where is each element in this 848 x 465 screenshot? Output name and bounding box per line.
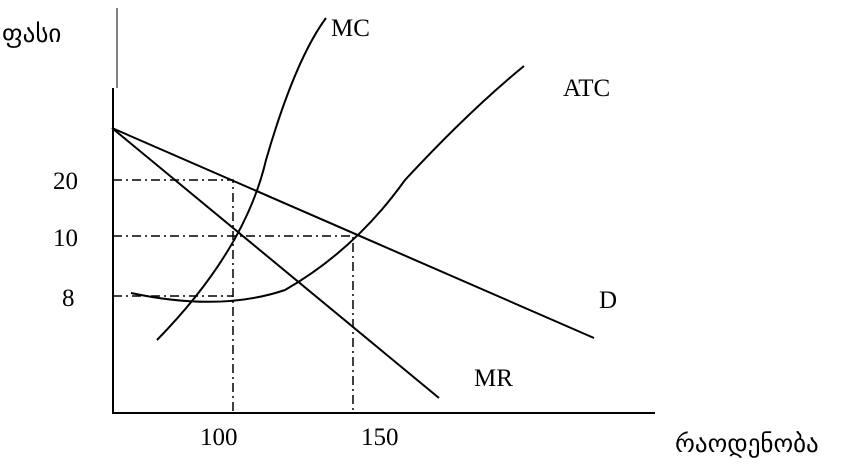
y-axis-label: ფასი <box>2 21 61 48</box>
d-label: D <box>599 287 617 314</box>
x-tick-100: 100 <box>200 424 238 451</box>
atc-label: ATC <box>563 75 610 102</box>
y-tick-20: 20 <box>53 168 78 195</box>
mc-curve <box>156 17 327 341</box>
y-tick-10: 10 <box>53 225 78 252</box>
mr-curve <box>111 127 440 399</box>
x-axis-label: რაოდენობა <box>675 431 819 458</box>
demand-curve <box>111 127 595 339</box>
y-tick-8: 8 <box>62 285 75 312</box>
atc-curve <box>130 65 525 303</box>
mc-label: MC <box>331 15 370 42</box>
x-tick-150: 150 <box>361 424 399 451</box>
mr-label: MR <box>474 365 513 392</box>
guide-price-10 <box>113 235 354 413</box>
